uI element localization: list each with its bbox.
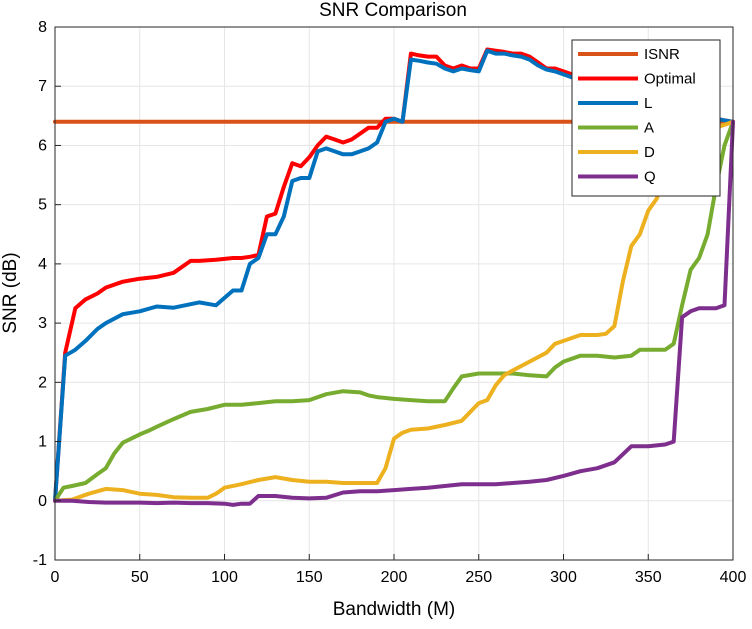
x-tick-label: 50 xyxy=(131,569,149,586)
y-tick-label: 5 xyxy=(38,197,47,214)
x-tick-label: 100 xyxy=(211,569,238,586)
x-tick-label: 0 xyxy=(51,569,60,586)
legend-label-a: A xyxy=(644,120,654,137)
y-tick-label: 2 xyxy=(38,374,47,391)
series-line-q xyxy=(53,119,735,507)
y-tick-label: 7 xyxy=(38,78,47,95)
y-tick-label: 0 xyxy=(38,493,47,510)
legend-label-l: L xyxy=(644,95,652,112)
x-tick-label: 400 xyxy=(720,569,747,586)
series-line-a xyxy=(53,119,735,503)
chart-title: SNR Comparison xyxy=(319,0,467,21)
x-tick-label: 200 xyxy=(381,569,408,586)
y-ticks: -1 0 1 2 3 4 5 6 7 8 xyxy=(33,19,61,569)
legend-label-q: Q xyxy=(644,169,656,186)
x-tick-label: 350 xyxy=(635,569,662,586)
y-tick-label: -1 xyxy=(33,552,47,569)
x-ticks: 0 50 100 150 200 250 300 350 400 xyxy=(51,554,747,586)
legend-label-optimal: Optimal xyxy=(644,71,696,88)
y-tick-label: 1 xyxy=(38,434,47,451)
y-axis-label: SNR (dB) xyxy=(0,252,21,333)
y-tick-label: 3 xyxy=(38,315,47,332)
legend-box xyxy=(571,39,721,197)
x-tick-label: 300 xyxy=(550,569,577,586)
x-axis-label: Bandwidth (M) xyxy=(333,599,456,620)
y-tick-label: 8 xyxy=(38,19,47,36)
x-tick-label: 250 xyxy=(465,569,492,586)
y-tick-label: 4 xyxy=(38,256,47,273)
legend-label-d: D xyxy=(644,144,655,161)
y-tick-label: 6 xyxy=(38,137,47,154)
legend-label-isnr: ISNR xyxy=(644,46,680,63)
series-line-d xyxy=(53,119,735,503)
x-tick-label: 150 xyxy=(296,569,323,586)
series-line-l xyxy=(53,48,735,503)
